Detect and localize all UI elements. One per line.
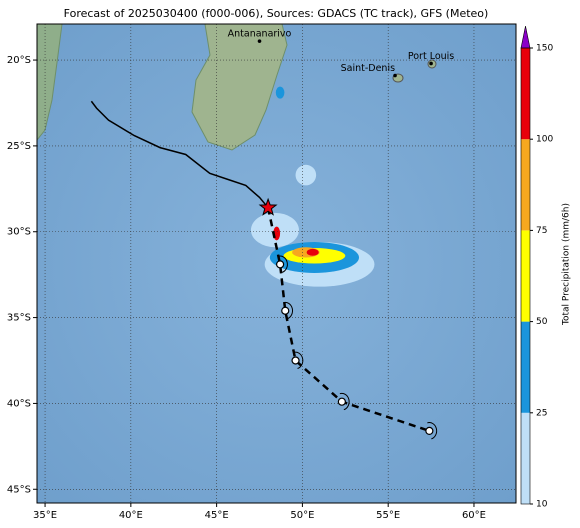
colorbar-tick-label: 50	[536, 317, 548, 327]
forecast-point	[337, 397, 346, 406]
map-area: Antananarivo Saint-Denis Port Louis	[37, 24, 516, 503]
grid	[37, 24, 516, 503]
colorbar-segment	[521, 230, 530, 322]
cyclone-track	[90, 100, 438, 440]
colorbar-segment	[521, 48, 530, 140]
x-tick-label: 60°E	[462, 510, 486, 521]
cyclone-symbol	[283, 301, 293, 320]
city-marker	[429, 61, 433, 66]
forecast-point	[291, 356, 300, 365]
city-label: Antananarivo	[228, 29, 292, 40]
colorbar-label: Total Precipitation (mm/6h)	[562, 203, 572, 326]
x-tick-label: 40°E	[119, 510, 143, 521]
colorbar-segment	[521, 321, 530, 413]
colorbar-tick-label: 100	[536, 135, 553, 145]
x-tick-label: 45°E	[205, 510, 229, 521]
city-label: Port Louis	[408, 51, 454, 62]
cyclone-symbol	[277, 255, 288, 273]
map-title: Forecast of 2025030400 (f000-006), Sourc…	[64, 7, 489, 20]
colorbar: 10 25 50 75 100 150	[520, 25, 553, 510]
x-tick-label: 55°E	[376, 510, 400, 521]
cyclone-symbol	[293, 351, 304, 369]
colorbar-tick-label: 10	[536, 500, 548, 510]
forecast-point	[276, 260, 285, 269]
colorbar-frame	[520, 47, 531, 505]
y-tick-label: 30°S	[7, 227, 31, 238]
city-label: Saint-Denis	[341, 63, 395, 74]
y-tick-label: 25°S	[7, 141, 31, 152]
x-tick-label: 35°E	[33, 510, 57, 521]
colorbar-segment	[521, 139, 530, 231]
africa-coast	[37, 24, 63, 141]
precip-cell	[275, 86, 285, 99]
axis-ticks: 35°E 40°E 45°E 50°E 55°E 60°E 20°S 25°S 30°S 35°S…	[7, 55, 486, 521]
city-marker	[257, 39, 262, 43]
y-tick-label: 35°S	[7, 313, 31, 324]
x-tick-label: 50°E	[290, 510, 314, 521]
city-marker	[393, 73, 397, 78]
precipitation-layer	[250, 86, 375, 287]
forecast-track	[266, 207, 430, 433]
colorbar-tick-label: 150	[536, 44, 553, 54]
forecast-point	[281, 306, 290, 315]
y-tick-label: 40°S	[7, 398, 31, 409]
colorbar-tick-label: 75	[536, 226, 547, 236]
y-tick-label: 45°S	[7, 484, 31, 495]
colorbar-segment	[521, 412, 530, 504]
past-track	[90, 100, 269, 209]
madagascar	[191, 24, 288, 151]
current-position	[258, 197, 278, 216]
colorbar-extend	[520, 25, 531, 49]
precip-cell	[295, 164, 317, 186]
y-tick-label: 20°S	[7, 55, 31, 66]
colorbar-tick-label: 25	[536, 408, 547, 418]
cyclone-symbol	[427, 422, 438, 440]
cyclone-symbol	[339, 392, 350, 411]
forecast-point	[425, 426, 434, 435]
cities: Antananarivo Saint-Denis Port Louis	[228, 29, 454, 78]
precip-cell	[306, 248, 319, 256]
map-frame	[36, 23, 517, 504]
